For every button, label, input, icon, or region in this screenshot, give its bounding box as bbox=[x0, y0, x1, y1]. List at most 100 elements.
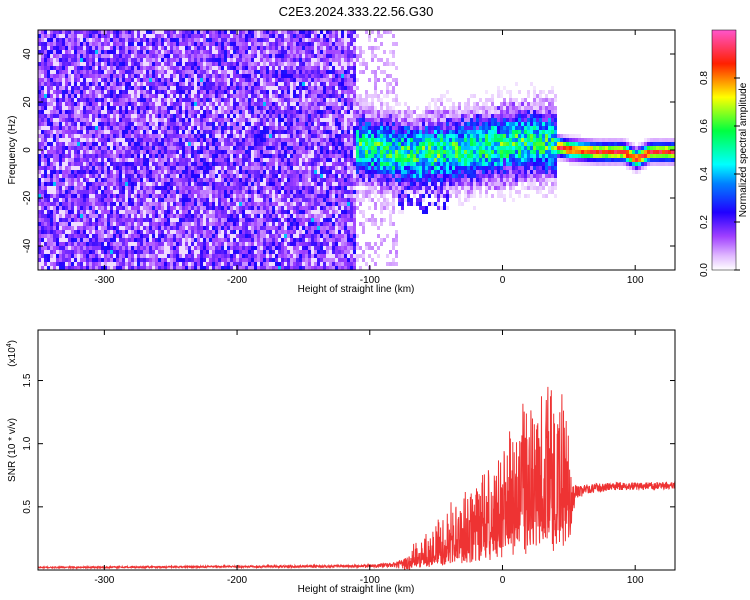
heatmap-cell bbox=[254, 230, 257, 234]
heatmap-cell bbox=[155, 182, 158, 186]
heatmap-cell bbox=[77, 130, 80, 134]
heatmap-cell bbox=[128, 206, 131, 210]
heatmap-cell bbox=[80, 222, 83, 226]
heatmap-cell bbox=[59, 150, 62, 154]
heatmap-cell bbox=[227, 82, 230, 86]
heatmap-cell bbox=[212, 186, 215, 190]
heatmap-cell bbox=[110, 66, 113, 70]
heatmap-cell bbox=[185, 34, 188, 38]
heatmap-cell bbox=[209, 162, 212, 166]
heatmap-cell bbox=[158, 250, 161, 254]
heatmap-cell bbox=[254, 158, 257, 162]
heatmap-cell bbox=[161, 242, 164, 246]
heatmap-cell bbox=[143, 70, 146, 74]
heatmap-cell bbox=[203, 34, 206, 38]
heatmap-cell bbox=[194, 38, 197, 42]
heatmap-cell bbox=[140, 102, 143, 106]
heatmap-cell bbox=[131, 258, 134, 262]
heatmap-cell bbox=[119, 206, 122, 210]
heatmap-cell bbox=[149, 34, 152, 38]
heatmap-cell bbox=[176, 142, 179, 146]
heatmap-cell bbox=[137, 182, 140, 186]
heatmap-cell bbox=[83, 166, 86, 170]
heatmap-cell bbox=[254, 242, 257, 246]
heatmap-cell bbox=[158, 134, 161, 138]
heatmap-cell bbox=[281, 126, 284, 130]
heatmap-cell bbox=[83, 138, 86, 142]
heatmap-cell bbox=[107, 250, 110, 254]
heatmap-cell bbox=[86, 138, 89, 142]
heatmap-cell bbox=[233, 118, 236, 122]
heatmap-cell bbox=[116, 174, 119, 178]
heatmap-cell bbox=[143, 134, 146, 138]
heatmap-cell bbox=[59, 94, 62, 98]
heatmap-cell bbox=[74, 218, 77, 222]
heatmap-cell bbox=[116, 62, 119, 66]
heatmap-cell bbox=[209, 194, 212, 198]
heatmap-cell bbox=[269, 222, 272, 226]
heatmap-cell bbox=[236, 162, 239, 166]
heatmap-cell bbox=[170, 230, 173, 234]
heatmap-cell bbox=[95, 230, 98, 234]
heatmap-cell bbox=[266, 134, 269, 138]
heatmap-cell bbox=[209, 90, 212, 94]
heatmap-cell bbox=[281, 130, 284, 134]
heatmap-cell bbox=[185, 170, 188, 174]
heatmap-cell bbox=[245, 142, 248, 146]
heatmap-cell bbox=[74, 38, 77, 42]
heatmap-cell bbox=[176, 242, 179, 246]
heatmap-cell bbox=[245, 58, 248, 62]
heatmap-cell bbox=[128, 118, 131, 122]
heatmap-cell bbox=[116, 106, 119, 110]
heatmap-cell bbox=[245, 62, 248, 66]
heatmap-cell bbox=[203, 166, 206, 170]
heatmap-cell bbox=[89, 86, 92, 90]
heatmap-cell bbox=[107, 50, 110, 54]
heatmap-cell bbox=[263, 82, 266, 86]
heatmap-cell bbox=[107, 86, 110, 90]
heatmap-cell bbox=[128, 266, 131, 270]
heatmap-cell bbox=[158, 30, 161, 34]
heatmap-cell bbox=[197, 182, 200, 186]
heatmap-cell bbox=[56, 190, 59, 194]
heatmap-cell bbox=[89, 226, 92, 230]
heatmap-cell bbox=[53, 114, 56, 118]
heatmap-cell bbox=[44, 246, 47, 250]
heatmap-cell bbox=[134, 182, 137, 186]
heatmap-cell bbox=[86, 198, 89, 202]
heatmap-cell bbox=[104, 258, 107, 262]
heatmap-cell bbox=[212, 62, 215, 66]
heatmap-cell bbox=[38, 70, 41, 74]
heatmap-cell bbox=[77, 238, 80, 242]
heatmap-cell bbox=[107, 54, 110, 58]
heatmap-cell bbox=[164, 126, 167, 130]
heatmap-cell bbox=[230, 62, 233, 66]
heatmap-cell bbox=[152, 126, 155, 130]
heatmap-cell bbox=[215, 230, 218, 234]
heatmap-cell bbox=[173, 246, 176, 250]
heatmap-cell bbox=[113, 150, 116, 154]
heatmap-cell bbox=[107, 66, 110, 70]
heatmap-cell bbox=[281, 54, 284, 58]
heatmap-cell bbox=[74, 266, 77, 270]
heatmap-cell bbox=[95, 198, 98, 202]
heatmap-cell bbox=[143, 226, 146, 230]
heatmap-cell bbox=[242, 30, 245, 34]
heatmap-cell bbox=[164, 130, 167, 134]
heatmap-cell bbox=[275, 102, 278, 106]
heatmap-cell bbox=[242, 94, 245, 98]
heatmap-cell bbox=[116, 162, 119, 166]
heatmap-cell bbox=[101, 138, 104, 142]
heatmap-cell bbox=[119, 126, 122, 130]
heatmap-cell bbox=[113, 54, 116, 58]
heatmap-cell bbox=[155, 214, 158, 218]
heatmap-cell bbox=[209, 114, 212, 118]
heatmap-cell bbox=[215, 222, 218, 226]
heatmap-cell bbox=[227, 58, 230, 62]
heatmap-cell bbox=[164, 190, 167, 194]
heatmap-cell bbox=[263, 190, 266, 194]
heatmap-cell bbox=[173, 142, 176, 146]
heatmap-cell bbox=[98, 194, 101, 198]
heatmap-cell bbox=[260, 126, 263, 130]
heatmap-cell bbox=[110, 58, 113, 62]
